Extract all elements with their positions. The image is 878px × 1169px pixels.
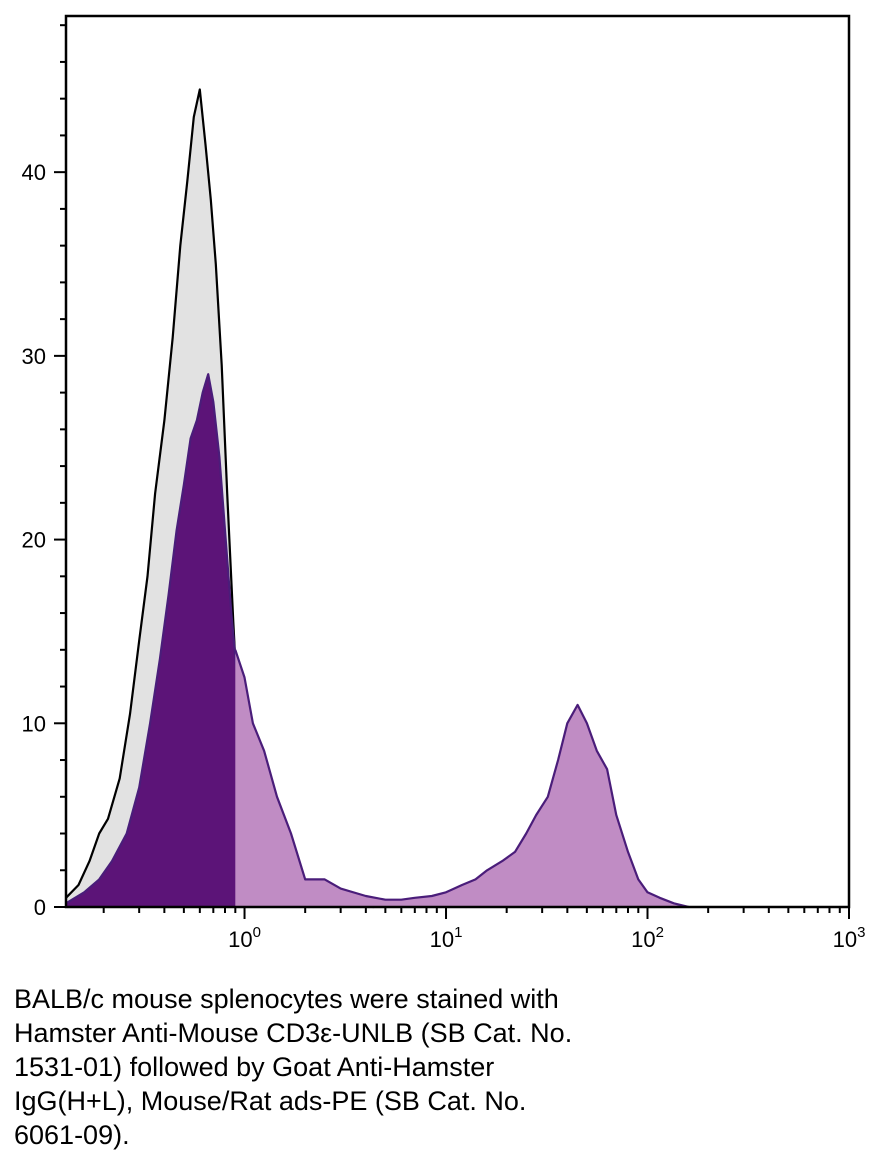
y-tick-label: 30 bbox=[22, 344, 46, 369]
x-tick-label: 101 bbox=[430, 924, 463, 952]
axis-layer: 0 10 20 30 40 100 101 102 103 bbox=[22, 24, 866, 952]
plot-frame bbox=[64, 14, 851, 909]
x-tick-label: 102 bbox=[631, 924, 664, 952]
x-tick-label: 100 bbox=[228, 924, 261, 952]
series-area-cd3-positive bbox=[235, 649, 689, 907]
y-tick-label: 10 bbox=[22, 711, 46, 736]
y-tick-label: 40 bbox=[22, 160, 46, 185]
series-area-cd3-negative bbox=[66, 374, 375, 907]
x-tick-label: 103 bbox=[833, 924, 866, 952]
series-layer bbox=[65, 88, 689, 909]
histogram-chart: 0 10 20 30 40 100 101 102 103 bbox=[22, 14, 866, 952]
y-tick-label: 0 bbox=[34, 895, 46, 920]
figure-caption: BALB/c mouse splenocytes were stained wi… bbox=[14, 984, 573, 1150]
y-tick-label: 20 bbox=[22, 528, 46, 553]
series-outline-cd3-positive bbox=[234, 649, 689, 909]
